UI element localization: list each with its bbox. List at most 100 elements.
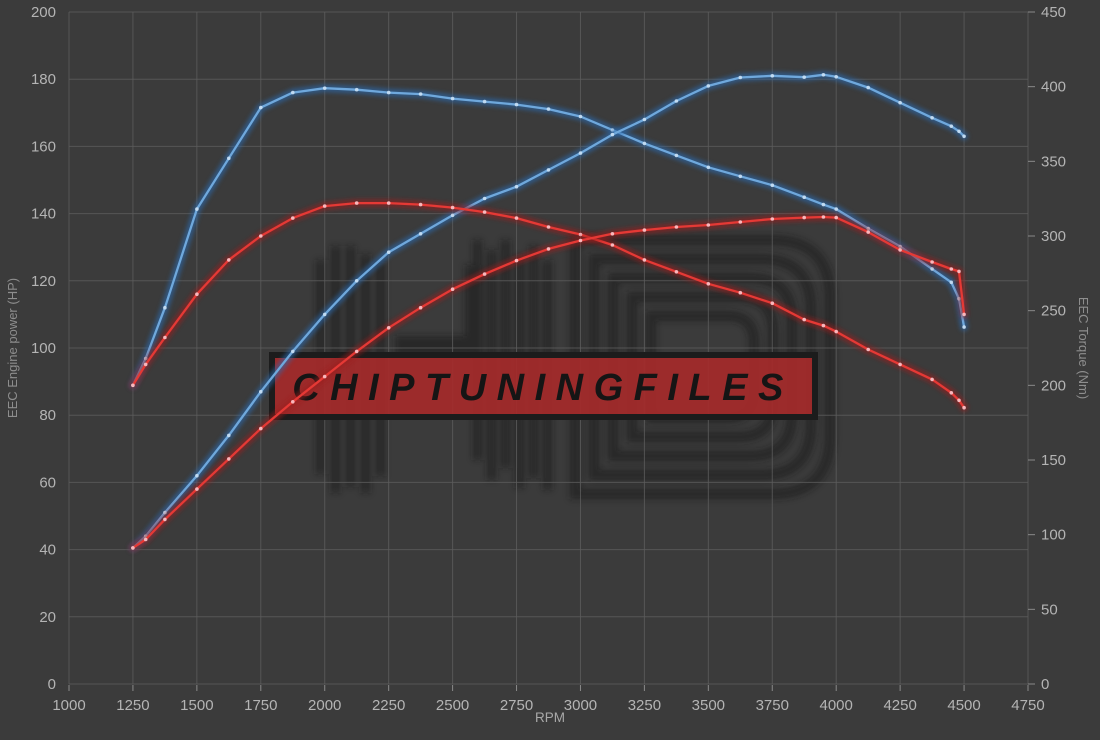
data-point-marker	[770, 217, 775, 221]
x-tick-label: 1250	[116, 697, 149, 714]
data-point-marker	[642, 228, 647, 232]
y-right-axis-title: EEC Torque (Nm)	[1076, 297, 1091, 399]
data-point-marker	[949, 391, 954, 395]
x-tick-label: 4250	[883, 697, 916, 714]
data-point-marker	[962, 134, 966, 139]
y-right-tick-label: 350	[1041, 153, 1066, 170]
x-tick-label: 2750	[500, 697, 533, 714]
data-point-marker	[957, 398, 961, 403]
x-tick-label: 1500	[180, 697, 213, 714]
curve-stock-torque-nm	[128, 199, 969, 412]
data-point-marker	[674, 99, 679, 103]
data-point-marker	[514, 216, 519, 220]
data-point-marker	[322, 204, 327, 208]
data-point-marker	[834, 329, 838, 334]
data-point-marker	[354, 201, 359, 205]
data-point-marker	[770, 301, 775, 306]
data-point-marker	[578, 238, 583, 243]
data-point-marker	[418, 92, 423, 96]
y-right-tick-label: 400	[1041, 79, 1066, 96]
data-point-marker	[546, 247, 551, 251]
data-point-marker	[578, 114, 583, 119]
y-left-tick-label: 20	[39, 609, 56, 626]
logo-p-ring	[588, 253, 817, 481]
data-point-marker	[514, 184, 519, 189]
data-point-marker	[674, 225, 679, 229]
data-point-marker	[291, 349, 295, 354]
data-point-marker	[131, 383, 135, 388]
data-point-marker	[949, 267, 954, 271]
y-right-tick-label: 200	[1041, 377, 1066, 394]
data-point-marker	[322, 312, 327, 317]
data-point-marker	[195, 292, 199, 297]
data-point-marker	[962, 405, 966, 410]
data-point-marker	[738, 290, 743, 295]
data-point-marker	[259, 234, 263, 238]
data-point-marker	[163, 517, 167, 522]
data-point-marker	[227, 258, 231, 262]
y-left-axis-title: EEC Engine power (HP)	[5, 278, 20, 418]
watermark-banner-box	[269, 352, 818, 420]
data-point-marker	[386, 250, 391, 254]
data-point-marker	[195, 207, 199, 211]
watermark-banner: CHIPTUNINGFILES	[269, 352, 818, 420]
data-point-marker	[227, 433, 231, 438]
data-point-marker	[770, 183, 775, 187]
data-point-marker	[163, 305, 167, 310]
data-point-marker	[802, 75, 806, 79]
data-point-marker	[802, 317, 806, 322]
data-point-marker	[418, 305, 423, 310]
data-point-marker	[546, 225, 551, 229]
x-tick-label: 2250	[372, 697, 405, 714]
y-right-tick-label: 300	[1041, 228, 1066, 245]
data-point-marker	[706, 165, 711, 170]
x-tick-label: 4000	[820, 697, 853, 714]
y-left-tick-label: 100	[31, 340, 56, 357]
data-point-marker	[610, 132, 615, 137]
data-point-marker	[930, 267, 934, 271]
y-left-tick-label: 40	[39, 542, 56, 559]
data-point-marker	[898, 362, 902, 367]
data-point-marker	[930, 260, 934, 264]
data-point-marker	[259, 389, 263, 394]
data-point-marker	[578, 232, 583, 237]
data-point-marker	[674, 153, 679, 158]
x-tick-label: 4750	[1011, 697, 1044, 714]
y-left-tick-label: 120	[31, 273, 56, 290]
data-point-marker	[821, 215, 826, 219]
data-point-marker	[131, 546, 135, 550]
logo-p-ring	[569, 234, 836, 500]
y-right-tick-label: 100	[1041, 527, 1066, 544]
data-point-marker	[834, 207, 838, 211]
data-point-marker	[227, 156, 231, 161]
y-left-tick-label: 200	[31, 4, 56, 21]
data-point-marker	[482, 196, 487, 201]
data-point-marker	[949, 280, 954, 285]
data-point-marker	[195, 487, 199, 491]
x-axis-title: RPM	[535, 710, 565, 725]
data-point-marker	[610, 232, 615, 236]
data-point-marker	[802, 215, 806, 220]
data-point-marker	[354, 279, 359, 283]
logo-l-shape	[465, 265, 483, 356]
x-tick-label: 2000	[308, 697, 341, 714]
y-left-tick-label: 180	[31, 71, 56, 88]
curve-tuned-power-hp	[128, 70, 969, 552]
data-point-marker	[674, 270, 679, 274]
data-point-marker	[949, 124, 954, 128]
data-point-marker	[957, 129, 961, 134]
data-point-marker	[482, 210, 487, 214]
data-point-marker	[322, 86, 327, 90]
y-right-tick-label: 0	[1041, 676, 1049, 693]
data-point-marker	[834, 75, 838, 79]
data-point-marker	[450, 213, 455, 218]
data-point-marker	[898, 248, 902, 252]
data-point-marker	[418, 232, 423, 236]
x-tick-label: 3000	[564, 697, 597, 714]
data-point-marker	[291, 400, 295, 404]
data-point-marker	[866, 347, 870, 352]
x-tick-label: 2500	[436, 697, 469, 714]
data-point-marker	[610, 243, 615, 247]
